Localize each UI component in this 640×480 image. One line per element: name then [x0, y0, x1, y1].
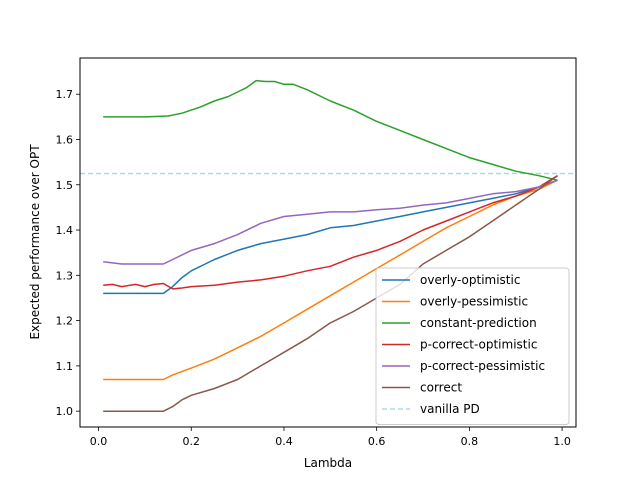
x-tick-label: 0.6 [368, 435, 386, 448]
y-tick-label: 1.6 [56, 133, 74, 146]
x-axis-ticks: 0.0 0.2 0.4 0.6 0.8 1.0 [90, 427, 571, 448]
x-tick-label: 1.0 [553, 435, 571, 448]
legend-label: p-correct-optimistic [420, 338, 537, 352]
series-line-p-correct-pessimistic [103, 179, 558, 265]
plot-lines [80, 79, 576, 412]
y-axis-ticks: 1.0 1.1 1.2 1.3 1.4 1.5 1.6 1.7 [56, 88, 80, 418]
legend: overly-optimistic overly-pessimistic const… [375, 267, 570, 425]
series-line-constant-prediction [103, 79, 558, 181]
y-tick-label: 1.4 [56, 224, 74, 237]
series-line-overly-optimistic [103, 179, 558, 295]
y-axis-label: Expected performance over OPT [28, 144, 42, 340]
x-axis-label: Lambda [304, 456, 352, 470]
x-tick-label: 0.4 [275, 435, 293, 448]
axes-frame [79, 57, 577, 428]
legend-label: p-correct-pessimistic [420, 359, 545, 373]
y-tick-label: 1.1 [56, 360, 74, 373]
series-line-p-correct-optimistic [103, 175, 558, 290]
y-tick-label: 1.2 [56, 315, 74, 328]
x-tick-label: 0.2 [183, 435, 201, 448]
x-tick-label: 0.0 [90, 435, 108, 448]
legend-label: overly-pessimistic [420, 295, 528, 309]
y-tick-label: 1.7 [56, 88, 74, 101]
legend-label: overly-optimistic [420, 273, 520, 287]
legend-label: vanilla PD [420, 402, 480, 416]
legend-box [375, 267, 570, 425]
legend-label: constant-prediction [420, 316, 537, 330]
series-line-correct [103, 175, 558, 412]
y-tick-label: 1.3 [56, 269, 74, 282]
x-tick-label: 0.8 [461, 435, 479, 448]
y-tick-label: 1.0 [56, 405, 74, 418]
y-tick-label: 1.5 [56, 179, 74, 192]
series-line-overly-pessimistic [103, 179, 558, 381]
legend-label: correct [420, 381, 462, 395]
